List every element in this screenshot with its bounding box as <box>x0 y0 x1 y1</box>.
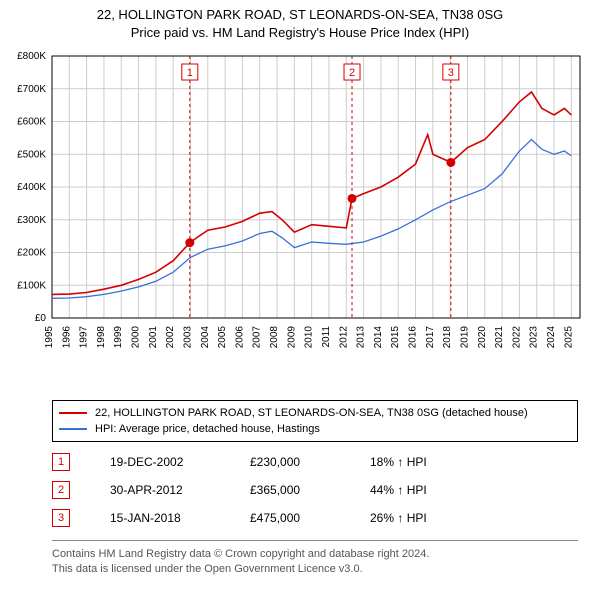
svg-text:2006: 2006 <box>234 326 245 349</box>
svg-text:2008: 2008 <box>269 326 280 349</box>
svg-text:£500K: £500K <box>17 149 46 160</box>
svg-text:£100K: £100K <box>17 280 46 291</box>
marker-suffix-1: HPI <box>407 455 427 469</box>
marker-pct-val-1: 18% <box>370 455 394 469</box>
legend-box: 22, HOLLINGTON PARK ROAD, ST LEONARDS-ON… <box>52 400 578 442</box>
svg-text:£800K: £800K <box>17 51 46 62</box>
marker-date-2: 30-APR-2012 <box>110 483 250 497</box>
svg-text:2017: 2017 <box>425 326 436 349</box>
chart-container: 22, HOLLINGTON PARK ROAD, ST LEONARDS-ON… <box>0 0 600 590</box>
markers-table: 1 19-DEC-2002 £230,000 18% ↑ HPI 2 30-AP… <box>52 448 578 532</box>
svg-text:£300K: £300K <box>17 215 46 226</box>
svg-text:2022: 2022 <box>511 326 522 349</box>
marker-pct-val-3: 26% <box>370 511 394 525</box>
marker-pct-2: 44% ↑ HPI <box>370 483 510 497</box>
marker-row-2: 2 30-APR-2012 £365,000 44% ↑ HPI <box>52 476 578 504</box>
svg-text:2012: 2012 <box>338 326 349 349</box>
marker-badge-1: 1 <box>52 453 70 471</box>
marker-pct-3: 26% ↑ HPI <box>370 511 510 525</box>
chart-area: 123£0£100K£200K£300K£400K£500K£600K£700K… <box>52 50 580 370</box>
legend-swatch-property <box>59 412 87 414</box>
marker-row-1: 1 19-DEC-2002 £230,000 18% ↑ HPI <box>52 448 578 476</box>
up-arrow-icon: ↑ <box>397 483 403 497</box>
svg-text:2020: 2020 <box>477 326 488 349</box>
marker-suffix-2: HPI <box>407 483 427 497</box>
legend-row-property: 22, HOLLINGTON PARK ROAD, ST LEONARDS-ON… <box>59 405 571 421</box>
up-arrow-icon: ↑ <box>397 455 403 469</box>
title-line1: 22, HOLLINGTON PARK ROAD, ST LEONARDS-ON… <box>0 6 600 24</box>
svg-text:2018: 2018 <box>442 326 453 349</box>
svg-text:2009: 2009 <box>286 326 297 349</box>
marker-date-3: 15-JAN-2018 <box>110 511 250 525</box>
svg-text:2024: 2024 <box>546 326 557 349</box>
svg-text:2002: 2002 <box>165 326 176 349</box>
attribution: Contains HM Land Registry data © Crown c… <box>52 540 578 577</box>
svg-text:2019: 2019 <box>459 326 470 349</box>
svg-text:3: 3 <box>448 67 454 79</box>
legend-swatch-hpi <box>59 428 87 430</box>
marker-price-3: £475,000 <box>250 511 370 525</box>
svg-text:2003: 2003 <box>182 326 193 349</box>
marker-price-1: £230,000 <box>250 455 370 469</box>
marker-row-3: 3 15-JAN-2018 £475,000 26% ↑ HPI <box>52 504 578 532</box>
svg-text:1998: 1998 <box>96 326 107 349</box>
svg-text:2010: 2010 <box>304 326 315 349</box>
svg-text:£200K: £200K <box>17 248 46 259</box>
legend-label-property: 22, HOLLINGTON PARK ROAD, ST LEONARDS-ON… <box>95 407 528 419</box>
title-line2: Price paid vs. HM Land Registry's House … <box>0 24 600 42</box>
svg-text:2013: 2013 <box>356 326 367 349</box>
svg-text:£400K: £400K <box>17 182 46 193</box>
svg-text:1999: 1999 <box>113 326 124 349</box>
svg-text:1995: 1995 <box>44 326 55 349</box>
attribution-line1: Contains HM Land Registry data © Crown c… <box>52 547 578 562</box>
marker-suffix-3: HPI <box>407 511 427 525</box>
svg-text:2023: 2023 <box>529 326 540 349</box>
marker-badge-2: 2 <box>52 481 70 499</box>
chart-svg: 123£0£100K£200K£300K£400K£500K£600K£700K… <box>52 50 580 370</box>
attribution-line2: This data is licensed under the Open Gov… <box>52 562 578 577</box>
svg-text:£600K: £600K <box>17 117 46 128</box>
svg-text:1996: 1996 <box>61 326 72 349</box>
svg-text:2014: 2014 <box>373 326 384 349</box>
svg-text:2011: 2011 <box>321 326 332 348</box>
marker-badge-3: 3 <box>52 509 70 527</box>
legend-label-hpi: HPI: Average price, detached house, Hast… <box>95 423 320 435</box>
marker-pct-val-2: 44% <box>370 483 394 497</box>
svg-text:2005: 2005 <box>217 326 228 349</box>
svg-text:2016: 2016 <box>408 326 419 349</box>
svg-text:£0: £0 <box>35 313 47 324</box>
svg-text:1: 1 <box>187 67 193 79</box>
marker-price-2: £365,000 <box>250 483 370 497</box>
svg-text:2007: 2007 <box>252 326 263 349</box>
svg-text:£700K: £700K <box>17 84 46 95</box>
svg-text:2: 2 <box>349 67 355 79</box>
svg-text:2004: 2004 <box>200 326 211 349</box>
title-block: 22, HOLLINGTON PARK ROAD, ST LEONARDS-ON… <box>0 0 600 41</box>
svg-text:2025: 2025 <box>563 326 574 349</box>
svg-text:2001: 2001 <box>148 326 159 349</box>
svg-text:1997: 1997 <box>79 326 90 349</box>
marker-pct-1: 18% ↑ HPI <box>370 455 510 469</box>
svg-text:2015: 2015 <box>390 326 401 349</box>
svg-text:2021: 2021 <box>494 326 505 349</box>
up-arrow-icon: ↑ <box>397 511 403 525</box>
marker-date-1: 19-DEC-2002 <box>110 455 250 469</box>
legend-row-hpi: HPI: Average price, detached house, Hast… <box>59 421 571 437</box>
svg-text:2000: 2000 <box>131 326 142 349</box>
